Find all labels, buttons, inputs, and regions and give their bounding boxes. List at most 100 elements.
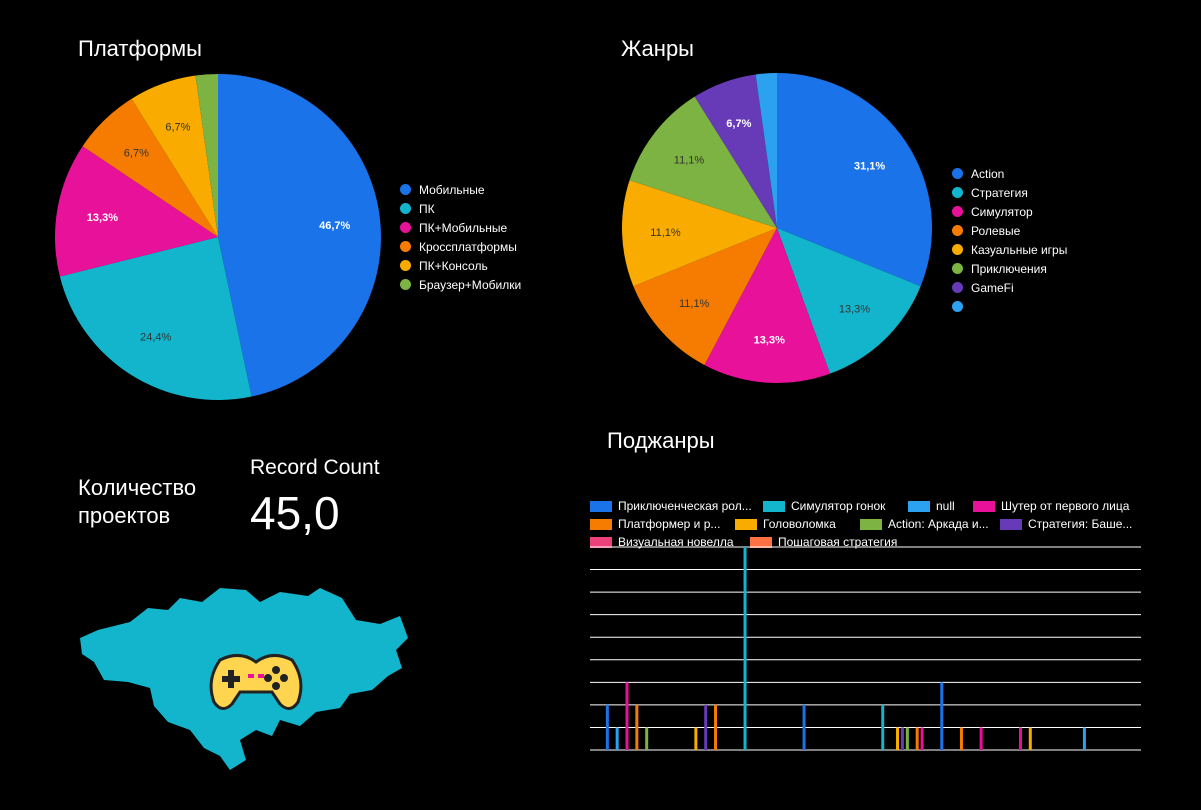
genres-slice[interactable]	[755, 73, 777, 228]
legend-swatch	[400, 241, 411, 252]
genres-slice[interactable]	[694, 74, 777, 228]
genres-legend-item[interactable]: Ролевые	[952, 221, 1067, 240]
genres-pie-chart: 31,1% 13,3% 13,3% 11,1% 11,1% 11,1% 6,7%	[622, 73, 932, 384]
legend-swatch	[952, 225, 963, 236]
legend-label: Стратегия: Баше...	[1028, 517, 1133, 531]
genres-legend-item[interactable]: Казуальные игры	[952, 240, 1067, 259]
platforms-slice[interactable]	[195, 74, 218, 237]
subgenres-legend-item[interactable]: Приключенческая рол...	[590, 497, 763, 515]
genres-slice[interactable]	[633, 228, 777, 365]
legend-swatch	[590, 518, 612, 530]
legend-label: Визуальная новелла	[618, 535, 734, 549]
genres-legend-item[interactable]: Приключения	[952, 259, 1067, 278]
subgenre-bar[interactable]	[905, 727, 909, 750]
platforms-pie-chart: 46,7% 24,4% 13,3% 6,7% 6,7%	[55, 74, 381, 400]
subgenre-bar[interactable]	[900, 727, 904, 750]
subgenres-legend-item[interactable]: Шутер от первого лица	[973, 497, 1143, 515]
legend-swatch	[952, 206, 963, 217]
legend-label: ПК+Мобильные	[419, 220, 508, 235]
subgenre-bar[interactable]	[959, 727, 963, 750]
platforms-legend-item[interactable]: Кроссплатформы	[400, 237, 521, 256]
legend-swatch	[750, 536, 772, 548]
subgenre-bar[interactable]	[881, 704, 885, 750]
legend-swatch	[763, 500, 785, 512]
platforms-legend-item[interactable]: ПК+Консоль	[400, 256, 521, 275]
subgenre-bar[interactable]	[645, 727, 649, 750]
genres-legend-item[interactable]: Симулятор	[952, 202, 1067, 221]
genres-slice[interactable]	[704, 228, 831, 384]
subgenre-bar[interactable]	[896, 727, 900, 750]
platforms-slice[interactable]	[131, 75, 218, 238]
record-count-label: Record Count	[250, 456, 380, 479]
subgenres-legend-item[interactable]: Action: Аркада и...	[860, 515, 1000, 533]
legend-swatch	[952, 244, 963, 255]
platforms-legend-item[interactable]: Браузер+Мобилки	[400, 275, 521, 294]
legend-swatch	[973, 500, 995, 512]
subgenres-title: Поджанры	[607, 428, 715, 453]
legend-label: Кроссплатформы	[419, 239, 517, 254]
genres-slice-label: 13,3%	[754, 334, 785, 346]
subgenres-legend-item[interactable]: Платформер и р...	[590, 515, 735, 533]
platforms-legend-item[interactable]: ПК+Мобильные	[400, 218, 521, 237]
subgenres-legend-item[interactable]: Визуальная новелла	[590, 533, 750, 551]
genres-slice[interactable]	[629, 96, 777, 228]
subgenre-bar[interactable]	[1082, 727, 1086, 750]
legend-swatch	[400, 184, 411, 195]
platforms-legend-item[interactable]: ПК	[400, 199, 521, 218]
platforms-slice[interactable]	[218, 74, 381, 397]
genres-slice[interactable]	[622, 180, 777, 287]
genres-legend-item[interactable]	[952, 297, 1067, 316]
genres-slice[interactable]	[777, 73, 932, 287]
legend-swatch	[590, 536, 612, 548]
subgenre-bar[interactable]	[920, 727, 924, 750]
legend-swatch	[860, 518, 882, 530]
subgenre-bar[interactable]	[802, 704, 806, 750]
legend-swatch	[735, 518, 757, 530]
legend-swatch	[1000, 518, 1022, 530]
platforms-slice[interactable]	[59, 237, 252, 400]
subgenre-bar[interactable]	[704, 704, 708, 750]
subgenre-bar[interactable]	[1018, 727, 1022, 750]
legend-label: Ролевые	[971, 223, 1021, 238]
subgenres-legend-item[interactable]: Симулятор гонок	[763, 497, 908, 515]
subgenres-legend-item[interactable]: null	[908, 497, 973, 515]
genres-legend-item[interactable]: Action	[952, 164, 1067, 183]
subgenre-bar[interactable]	[694, 727, 698, 750]
subgenres-legend: Приключенческая рол... Симулятор гонок nul…	[590, 497, 1150, 551]
genres-legend: Action Стратегия Симулятор Ролевые Казуальны…	[952, 164, 1067, 316]
subgenres-legend-row: Приключенческая рол... Симулятор гонок nul…	[590, 497, 1150, 515]
legend-label: Мобильные	[419, 182, 485, 197]
legend-swatch	[400, 260, 411, 271]
legend-label: Головоломка	[763, 517, 836, 531]
genres-slice[interactable]	[777, 228, 921, 374]
subgenre-bar[interactable]	[615, 727, 619, 750]
genres-slice-label: 11,1%	[674, 154, 705, 166]
subgenres-legend-item[interactable]: Головоломка	[735, 515, 860, 533]
genres-slice-label: 6,7%	[726, 118, 751, 130]
subgenre-bar[interactable]	[635, 704, 639, 750]
platforms-slice[interactable]	[55, 146, 218, 277]
platforms-title: Платформы	[78, 36, 202, 61]
subgenre-bar[interactable]	[625, 682, 629, 750]
subgenre-bar[interactable]	[1028, 727, 1032, 750]
subgenre-bar[interactable]	[979, 727, 983, 750]
platforms-slice-label: 46,7%	[319, 220, 350, 232]
platforms-slice-label: 13,3%	[87, 212, 118, 224]
subgenre-bar[interactable]	[743, 547, 747, 750]
subgenres-legend-item[interactable]: Стратегия: Баше...	[1000, 515, 1150, 533]
subgenre-bar[interactable]	[605, 704, 609, 750]
subgenre-bar[interactable]	[940, 682, 944, 750]
subgenre-bar[interactable]	[915, 727, 919, 750]
legend-label: Симулятор гонок	[791, 499, 886, 513]
platforms-slice-label: 6,7%	[124, 148, 149, 160]
platforms-slice[interactable]	[82, 98, 218, 237]
platforms-legend-item[interactable]: Мобильные	[400, 180, 521, 199]
genres-title: Жанры	[621, 36, 694, 61]
legend-swatch	[952, 187, 963, 198]
record-count-value: 45,0	[250, 487, 340, 539]
subgenres-bar-chart	[590, 546, 1141, 751]
subgenres-legend-item[interactable]: Пошаговая стратегия	[750, 533, 910, 551]
genres-legend-item[interactable]: Стратегия	[952, 183, 1067, 202]
subgenre-bar[interactable]	[714, 704, 718, 750]
genres-legend-item[interactable]: GameFi	[952, 278, 1067, 297]
